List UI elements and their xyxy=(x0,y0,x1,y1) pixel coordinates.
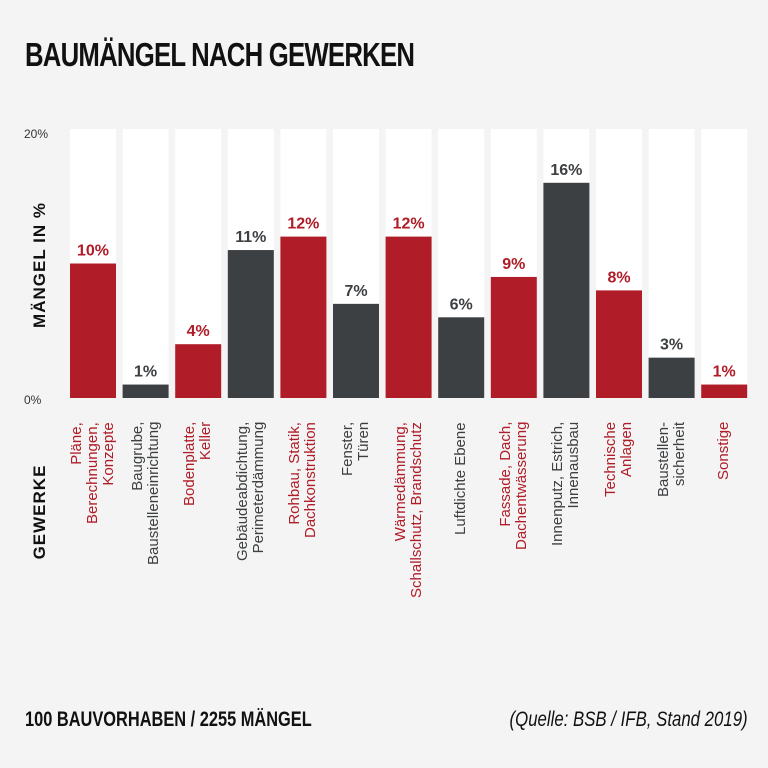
bar xyxy=(333,303,379,398)
category-label-line: Dachkonstruktion xyxy=(302,422,320,538)
category-label-line: Innenausbau xyxy=(565,421,583,509)
bar-value-label: 8% xyxy=(607,269,630,286)
bar xyxy=(596,290,642,398)
category-label-line: Wärmedämmung, xyxy=(391,422,409,542)
bar-value-label: 16% xyxy=(550,162,582,179)
category-label: Baugrube, Baustelleneinrichtung xyxy=(128,421,162,565)
category-label-line: Rohbau, Statik, xyxy=(286,422,304,525)
category-label-line: Technische xyxy=(602,421,619,497)
category-label-line: Keller xyxy=(197,421,215,461)
bar-chart: 10% 1% 4% 11% 12% 7% 12% 6% 9% 16% 8% 3% 1% xyxy=(70,129,748,398)
category-label: Fassade, Dach, Dachentwässerung xyxy=(496,421,530,550)
category-label: Technische Anlagen xyxy=(602,421,635,497)
x-axis-label: GEWERKE xyxy=(30,464,49,560)
category-label-line: Fenster, xyxy=(339,421,356,476)
category-label-line: Anlagen xyxy=(618,421,635,478)
bar-value-label: 6% xyxy=(450,296,473,313)
bar-background xyxy=(701,129,748,398)
category-label-line: Bodenplatte, xyxy=(181,421,199,506)
bar-value-label: 3% xyxy=(660,337,683,354)
category-label: Rohbau, Statik, Dachkonstruktion xyxy=(286,422,320,538)
bar xyxy=(543,182,590,398)
bar xyxy=(385,236,432,398)
footer-summary: 100 BAUVORHABEN / 2255 MÄNGEL xyxy=(25,708,312,731)
category-label-line: Luftdichte Ebene xyxy=(452,422,470,535)
category-label-line: Konzepte xyxy=(100,422,117,486)
bar xyxy=(70,263,116,398)
category-label: Bodenplatte, Keller xyxy=(181,421,215,506)
category-label-line: Schallschutz, Brandschutz xyxy=(407,422,425,598)
bar-value-label: 1% xyxy=(134,364,157,381)
category-label-line: Gebäudeabdichtung, xyxy=(233,421,251,561)
chart-title: BAUMÄNGEL NACH GEWERKEN xyxy=(25,36,415,73)
category-label-line: sicherheit xyxy=(670,421,688,487)
category-label-line: Perimeterdämmung xyxy=(249,421,267,554)
category-label: Baustellen-sicherheit xyxy=(654,421,688,497)
bar xyxy=(648,357,695,398)
bar-value-label: 7% xyxy=(344,283,367,300)
bar xyxy=(175,344,222,398)
bar xyxy=(227,250,274,398)
category-label-line: Fassade, Dach, xyxy=(496,421,514,527)
bar-background xyxy=(122,129,169,398)
category-label-line: Berechnungen, xyxy=(84,422,101,524)
category-label-line: Innenputz, Estrich, xyxy=(549,421,567,546)
bar-value-label: 11% xyxy=(235,229,266,246)
bar xyxy=(701,384,748,398)
category-label-line: Türen xyxy=(355,421,372,461)
category-label: Fenster, Türen xyxy=(339,421,372,476)
category-label: Pläne, Berechnungen, Konzepte xyxy=(68,422,117,524)
bar xyxy=(280,236,327,398)
bar xyxy=(490,276,537,398)
bar-value-label: 9% xyxy=(502,256,525,273)
bar-background xyxy=(648,129,695,398)
bar-value-label: 10% xyxy=(77,243,109,260)
footer-source: (Quelle: BSB / IFB, Stand 2019) xyxy=(509,708,748,731)
category-label-line: Baugrube, xyxy=(128,421,146,491)
category-label: Wärmedämmung, Schallschutz, Brandschutz xyxy=(391,422,425,598)
category-label: Innenputz, Estrich, Innenausbau xyxy=(549,421,583,546)
category-label-line: Pläne, xyxy=(68,422,85,465)
bar-value-label: 4% xyxy=(187,323,210,340)
bar-value-label: 12% xyxy=(393,216,425,233)
category-label: Luftdichte Ebene xyxy=(452,422,470,535)
category-label: Sonstige xyxy=(715,421,733,480)
category-label-line: Sonstige xyxy=(715,421,733,480)
bar xyxy=(122,384,169,398)
category-label-line: Baustelleneinrichtung xyxy=(144,421,162,565)
y-tick-20: 20% xyxy=(24,127,49,141)
bar xyxy=(438,317,485,398)
bar-value-label: 1% xyxy=(713,364,736,381)
category-label-line: Baustellen- xyxy=(654,421,672,497)
y-tick-0: 0% xyxy=(24,393,42,407)
category-label-line: Dachentwässerung xyxy=(512,421,530,550)
bar-value-label: 12% xyxy=(287,216,319,233)
category-label: Gebäudeabdichtung, Perimeterdämmung xyxy=(233,421,267,561)
